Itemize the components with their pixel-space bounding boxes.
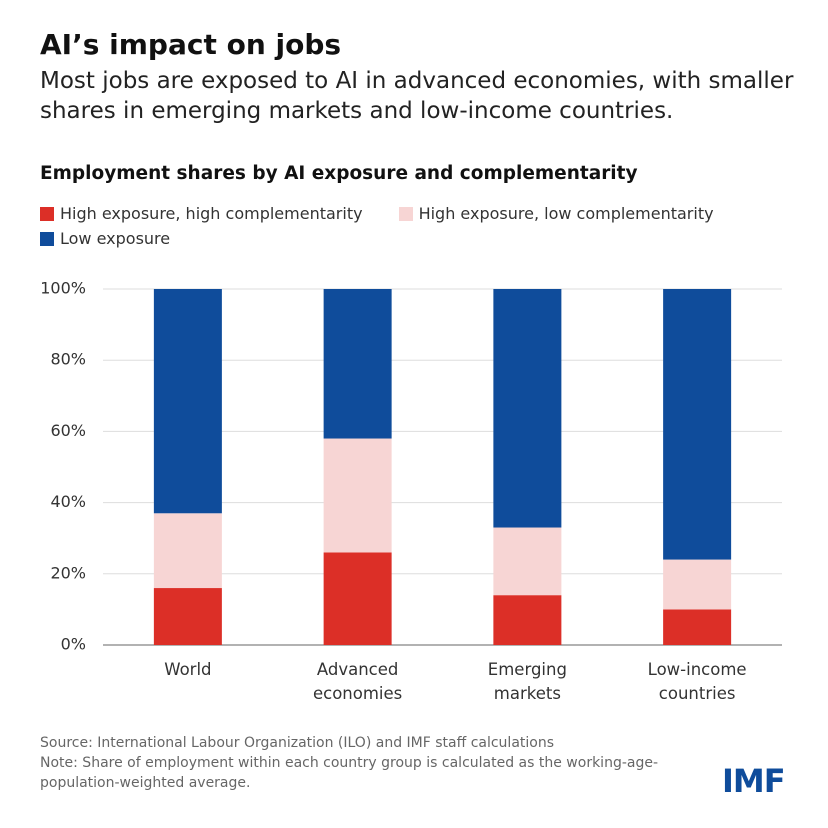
logo: IMF [722, 762, 786, 800]
legend-item: High exposure, high complementarity [40, 204, 363, 223]
bar-segment [663, 559, 732, 610]
note: Note: Share of employment within each co… [40, 755, 659, 791]
chart-title: Employment shares by AI exposure and com… [40, 163, 638, 184]
x-tick-label: Advanced economies [312, 660, 403, 703]
legend-label: Low exposure [60, 229, 171, 248]
source: Source: International Labour Organizatio… [40, 735, 555, 751]
legend-item: High exposure, low complementarity [398, 204, 714, 223]
legend-swatch [40, 206, 54, 221]
bar-segment [153, 289, 222, 514]
legend-swatch [40, 231, 54, 246]
bar-segment [323, 438, 392, 553]
y-tick-label: 80% [50, 350, 86, 369]
bar-segment [323, 552, 392, 645]
bar-segment [323, 289, 392, 439]
y-tick-label: 0% [61, 635, 86, 654]
subtitle: Most jobs are exposed to AI in advanced … [40, 68, 794, 124]
legend-label: High exposure, low complementarity [418, 204, 714, 223]
y-tick-label: 100% [40, 279, 86, 298]
bar-segment [663, 609, 732, 645]
bar-segment [493, 527, 562, 596]
legend-swatch [398, 206, 413, 221]
bar-segment [153, 513, 222, 589]
bar-segment [663, 289, 732, 560]
y-tick-label: 40% [50, 492, 86, 511]
title: AI’s impact on jobs [40, 28, 342, 61]
x-tick-label: Low-income countries [647, 660, 747, 703]
bar-segment [153, 588, 222, 645]
legend-item: Low exposure [40, 229, 170, 248]
legend-label: High exposure, high complementarity [60, 204, 363, 223]
x-tick-label: World [164, 660, 212, 679]
bar-segment [493, 595, 562, 645]
y-tick-label: 20% [50, 563, 86, 582]
y-tick-label: 60% [50, 421, 86, 440]
legend: High exposure, high complementarity High … [40, 204, 780, 248]
x-tick-label: Emerging markets [487, 660, 567, 703]
bar-segment [493, 289, 562, 528]
